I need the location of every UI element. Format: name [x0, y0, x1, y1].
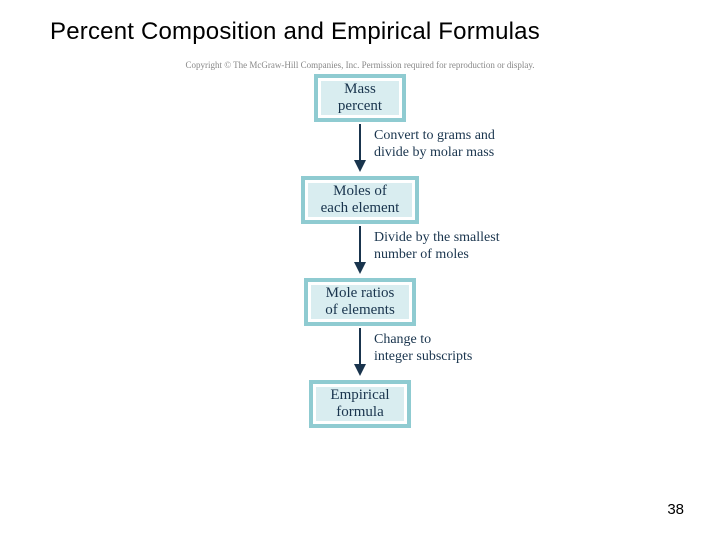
- flow-arrow-n2-n3: [352, 224, 368, 276]
- flow-node-n1: Masspercent: [314, 74, 406, 122]
- flow-arrow-label-line: number of moles: [374, 247, 500, 264]
- flow-node-n2: Moles ofeach element: [301, 176, 419, 224]
- flow-arrow-label-line: Divide by the smallest: [374, 230, 500, 247]
- page-number: 38: [667, 501, 684, 518]
- page-title: Percent Composition and Empirical Formul…: [50, 18, 540, 46]
- arrow-down-icon: [352, 224, 368, 276]
- flow-node-n2-line: each element: [321, 200, 400, 217]
- flow-arrow-label: Convert to grams anddivide by molar mass: [374, 128, 495, 162]
- flow-arrow-label-line: divide by molar mass: [374, 145, 495, 162]
- flow-node-n1-line: Mass: [344, 81, 376, 98]
- flow-arrow-label-line: Change to: [374, 332, 472, 349]
- flow-arrow-n3-n4: [352, 326, 368, 378]
- flow-node-n4-line: Empirical: [330, 387, 389, 404]
- arrow-down-icon: [352, 326, 368, 378]
- flow-node-n3-line: Mole ratios: [326, 285, 395, 302]
- flow-arrow-label: Change tointeger subscripts: [374, 332, 472, 366]
- flow-arrow-label-line: Convert to grams and: [374, 128, 495, 145]
- flowchart: Masspercent Convert to grams anddivide by…: [0, 74, 720, 428]
- flow-arrow-label: Divide by the smallestnumber of moles: [374, 230, 500, 264]
- flow-node-n2-line: Moles of: [333, 183, 387, 200]
- flow-node-n4-line: formula: [336, 404, 383, 421]
- flow-node-n4: Empiricalformula: [309, 380, 411, 428]
- flow-node-n1-line: percent: [338, 98, 382, 115]
- copyright-line: Copyright © The McGraw-Hill Companies, I…: [0, 60, 720, 70]
- flow-arrow-n1-n2: [352, 122, 368, 174]
- arrow-down-icon: [352, 122, 368, 174]
- flow-arrow-label-line: integer subscripts: [374, 349, 472, 366]
- flow-node-n3-line: of elements: [325, 302, 395, 319]
- flow-node-n3: Mole ratiosof elements: [304, 278, 416, 326]
